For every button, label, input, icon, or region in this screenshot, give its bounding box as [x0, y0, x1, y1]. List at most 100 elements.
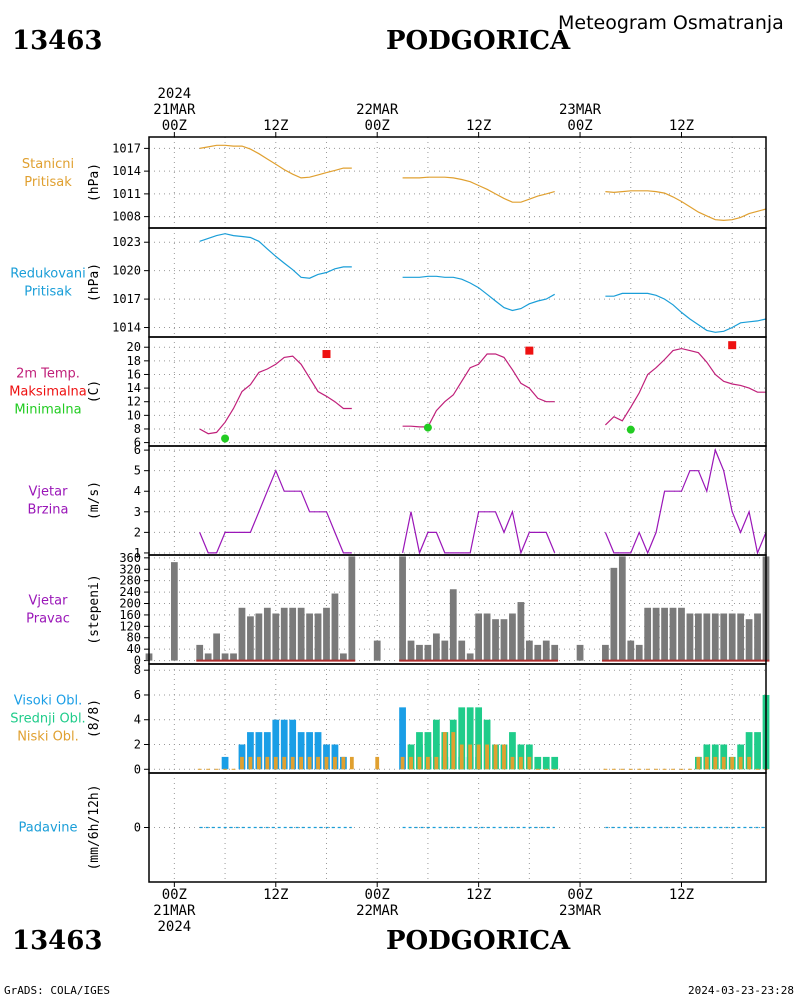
low-cloud-bar [721, 756, 726, 770]
low-cloud-bar [341, 756, 346, 770]
low-cloud-bar [738, 756, 743, 770]
direction-bar [483, 613, 491, 661]
time-label-top: 00Z [162, 118, 187, 134]
direction-bar [618, 556, 626, 661]
direction-bar [466, 653, 474, 661]
direction-bar [213, 633, 220, 661]
series-line [604, 347, 766, 426]
mid-cloud-bar [534, 756, 542, 770]
low-cloud-bar [459, 744, 464, 770]
series-line [402, 176, 555, 203]
y-tick-label: 320 [119, 562, 141, 576]
direction-bar [720, 613, 728, 661]
high-cloud-bar [399, 707, 406, 770]
y-tick-label: 8 [134, 663, 141, 677]
direction-bar [678, 607, 685, 661]
panel-label: Srednji Obl. [10, 712, 85, 727]
direction-bar [297, 607, 305, 661]
direction-bar [576, 644, 584, 661]
y-tick-label: 6 [134, 688, 141, 702]
direction-bar [238, 607, 246, 661]
direction-bar [348, 556, 356, 661]
min-temp-marker [221, 434, 230, 443]
low-cloud-bar [426, 756, 430, 770]
direction-bar [230, 653, 237, 661]
series-line [402, 275, 555, 312]
max-temp-marker [525, 346, 534, 355]
series-line [402, 509, 556, 555]
panel-label: Padavine [19, 821, 78, 836]
series-line [199, 144, 352, 179]
low-cloud-bar [299, 756, 304, 770]
y-tick-label: 6 [134, 443, 141, 457]
panel-clouds [144, 663, 770, 774]
time-label-top: 23MAR [559, 102, 602, 118]
low-cloud-bar [747, 756, 751, 770]
high-cloud-bar [263, 732, 271, 770]
direction-bar [500, 619, 508, 661]
direction-bar [492, 619, 499, 661]
direction-bar [627, 640, 635, 661]
low-cloud-bar [349, 756, 354, 770]
y-tick-label: 240 [119, 585, 141, 599]
direction-bar [644, 607, 652, 661]
low-cloud-bar [485, 744, 489, 770]
low-cloud-bar [527, 756, 532, 770]
mid-cloud-bar [551, 756, 559, 770]
panel-temperature [144, 336, 767, 447]
y-tick-label: 16 [127, 367, 141, 381]
time-label-bottom: 12Z [263, 887, 288, 903]
unit-label: (stepeni) [87, 574, 102, 644]
y-tick-label: 1 [134, 546, 141, 560]
time-label-top: 12Z [669, 118, 694, 134]
y-tick-label: 12 [127, 395, 141, 409]
unit-label: (mm/6h/12h) [87, 784, 102, 870]
low-cloud-bar [493, 744, 498, 770]
panel-frame [148, 445, 767, 556]
high-cloud-bar [289, 719, 297, 770]
city-title-top: PODGORICA [386, 26, 571, 56]
series-line [199, 233, 352, 279]
y-tick-label: 20 [127, 340, 141, 354]
y-tick-label: 4 [134, 713, 141, 727]
direction-bar [449, 589, 457, 661]
high-cloud-bar [280, 719, 288, 770]
time-label-top: 21MAR [153, 102, 196, 118]
y-tick-label: 1011 [112, 187, 141, 201]
unit-label: (m/s) [87, 481, 102, 520]
low-cloud-bar [265, 756, 270, 770]
direction-bar [728, 613, 736, 661]
y-tick-label: 0 [134, 821, 141, 835]
high-cloud-bar [314, 732, 322, 770]
unit-label: (hPa) [87, 263, 102, 302]
direction-bar [458, 640, 466, 661]
station-id-top: 13463 [12, 26, 103, 56]
direction-bar [170, 562, 178, 661]
panel-label: Minimalna [14, 403, 81, 418]
low-cloud-bar [442, 732, 447, 770]
high-cloud-bar [247, 732, 254, 770]
direction-bar [737, 613, 745, 661]
series-line [605, 292, 767, 333]
y-tick-label: 1014 [112, 164, 141, 178]
direction-bar [221, 653, 229, 661]
direction-bar [509, 613, 516, 661]
y-tick-label: 1017 [112, 141, 141, 155]
mid-cloud-bar [416, 732, 423, 770]
low-cloud-bar [518, 756, 523, 770]
low-cloud-bar [290, 756, 295, 770]
mid-cloud-bar [745, 732, 753, 770]
low-cloud-bar [510, 756, 515, 770]
station-id-bottom: 13463 [12, 926, 103, 956]
unit-label: (C) [87, 380, 102, 403]
low-cloud-bar [307, 756, 312, 770]
mid-cloud-bar [509, 732, 516, 770]
low-cloud-bar [713, 756, 718, 770]
high-cloud-bar [255, 732, 263, 770]
panel-label: Pritisak [24, 175, 72, 190]
panel-label: Visoki Obl. [14, 694, 82, 709]
direction-bar [703, 613, 711, 661]
time-label-bottom: 00Z [567, 887, 592, 903]
panel-precipitation [144, 772, 767, 883]
